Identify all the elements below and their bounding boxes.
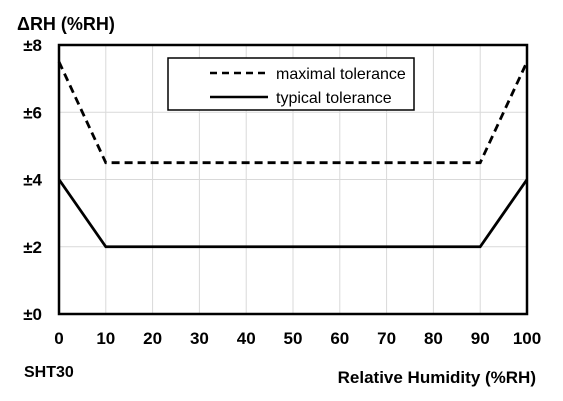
x-tick-label: 100 [513, 329, 541, 348]
legend-box [167, 57, 415, 111]
x-tick-label: 80 [424, 329, 443, 348]
y-tick-label: ±0 [23, 305, 42, 324]
y-tick-label: ±2 [23, 238, 42, 257]
x-tick-label: 20 [143, 329, 162, 348]
legend-label-maximal-tolerance: maximal tolerance [276, 66, 406, 83]
y-tick-label: ±6 [23, 103, 42, 122]
legend-label-typical-tolerance: typical tolerance [276, 90, 392, 107]
plot-frame [57, 43, 529, 316]
x-tick-label: 0 [54, 329, 63, 348]
y-axis-title: ΔRH (%RH) [17, 14, 115, 34]
legend: maximal tolerance typical tolerance [167, 57, 415, 111]
x-tick-label: 90 [471, 329, 490, 348]
series-line-typical-tolerance [57, 178, 529, 249]
x-tick-label: 40 [237, 329, 256, 348]
x-tick-label: 70 [377, 329, 396, 348]
x-tick-label: 30 [190, 329, 209, 348]
x-tick-label: 60 [330, 329, 349, 348]
y-tick-label: ±4 [23, 171, 42, 190]
ticks: 0 10 20 30 40 50 60 70 80 90 100 ±0 ±2 ±4 ±6 ±8 [23, 36, 541, 348]
sensor-label: SHT30 [24, 364, 74, 381]
x-tick-label: 50 [284, 329, 303, 348]
x-axis-title: Relative Humidity (%RH) [338, 368, 536, 387]
y-tick-label: ±8 [23, 36, 42, 55]
series-line-maximal-tolerance [57, 61, 529, 165]
series-group [57, 61, 529, 249]
x-tick-label: 10 [96, 329, 115, 348]
